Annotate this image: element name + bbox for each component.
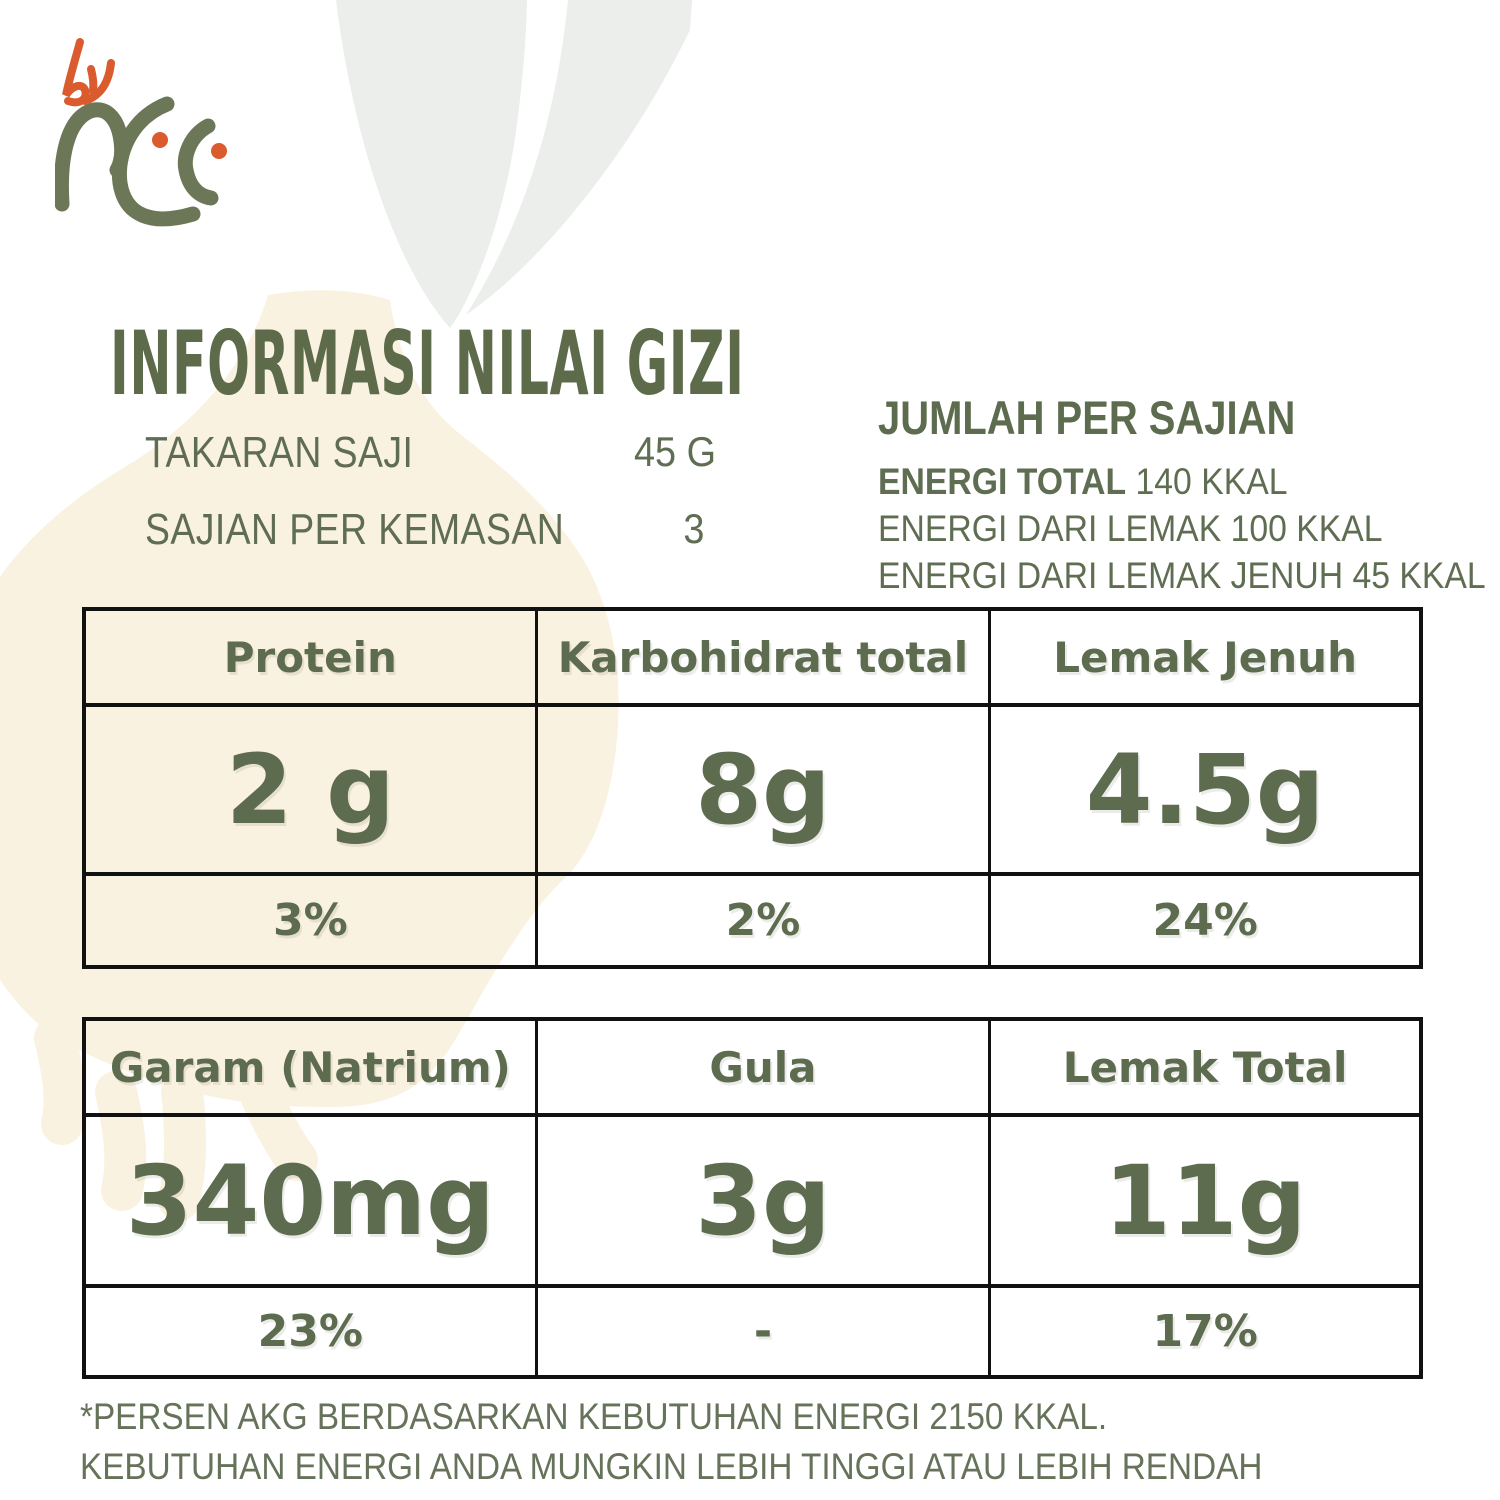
per-serving-section: JUMLAH PER SAJIAN ENERGI TOTAL 140 KKAL …: [878, 390, 1486, 599]
energy-total-line: ENERGI TOTAL 140 KKAL: [878, 458, 1418, 505]
servings-per-pack-label: SAJIAN PER KEMASAN: [145, 505, 565, 554]
by-script: [62, 38, 115, 107]
serving-size-row: TAKARAN SAJI 45 G: [145, 428, 750, 478]
akg-footnote-line1: *PERSEN AKG BERDASARKAN KEBUTUHAN ENERGI…: [80, 1396, 1108, 1437]
nutrient-daily-value: 24%: [1152, 895, 1258, 946]
nutrient-header: Garam (Natrium): [86, 1021, 538, 1117]
nutrition-table-1: Protein Karbohidrat total Lemak Jenuh 2 …: [82, 607, 1423, 969]
leek-leaves-shape: [336, 0, 692, 328]
root-stroke: [241, 1077, 318, 1181]
akg-footnote: *PERSEN AKG BERDASARKAN KEBUTUHAN ENERGI…: [80, 1392, 1394, 1492]
per-serving-heading: JUMLAH PER SAJIAN: [878, 391, 1296, 444]
nutrient-header: Karbohidrat total: [537, 611, 992, 707]
nutrient-header: Lemak Total: [991, 1021, 1419, 1117]
serving-size-label: TAKARAN SAJI: [145, 428, 414, 477]
root-stroke: [95, 1071, 147, 1211]
nutrient-daily-value: 17%: [1152, 1306, 1258, 1357]
nutrient-daily-value: 23%: [86, 1288, 538, 1375]
nutrient-daily-value: 2%: [538, 876, 992, 965]
nutrient-amount: 11g: [991, 1117, 1419, 1288]
nutrient-header: Gula: [537, 1021, 992, 1117]
akg-footnote-line2: KEBUTUHAN ENERGI ANDA MUNGKIN LEBIH TING…: [80, 1446, 1263, 1487]
energy-from-sat-fat-line: ENERGI DARI LEMAK JENUH 45 KKAL: [878, 554, 1486, 596]
nutrient-daily-value: 3%: [86, 876, 538, 965]
energy-total-value: 140 KKAL: [1126, 460, 1288, 502]
servings-per-pack-value: 3: [683, 505, 705, 552]
nutrient-header: Lemak Jenuh: [991, 611, 1419, 707]
root-stroke: [158, 1069, 207, 1221]
nutrient-amount: 4.5g: [991, 707, 1419, 876]
energy-total-label: ENERGI TOTAL: [878, 460, 1127, 502]
nutrition-table-2: Garam (Natrium) Gula Lemak Total 340mg 3…: [82, 1017, 1423, 1379]
servings-per-pack-row: SAJIAN PER KEMASAN 3: [145, 505, 750, 555]
energy-from-fat-line: ENERGI DARI LEMAK 100 KKAL: [878, 507, 1383, 549]
monogram: [55, 96, 219, 227]
brand-logo: [55, 38, 227, 227]
page-title: INFORMASI NILAI GIZI: [110, 312, 745, 415]
nutrient-amount: 2 g: [86, 707, 538, 876]
logo-dot: [152, 132, 168, 148]
nutrient-daily-value: -: [538, 1288, 992, 1375]
logo-dot: [211, 143, 227, 159]
nutrient-amount: 3g: [537, 1117, 992, 1288]
serving-size-value: 45 G: [634, 428, 716, 475]
nutrient-amount: 340mg: [86, 1117, 538, 1288]
root-stroke: [34, 1017, 86, 1145]
onion-bulb-shape: [0, 290, 619, 1221]
nutrient-header: Protein: [86, 611, 538, 707]
nutrient-amount: 8g: [537, 707, 992, 876]
